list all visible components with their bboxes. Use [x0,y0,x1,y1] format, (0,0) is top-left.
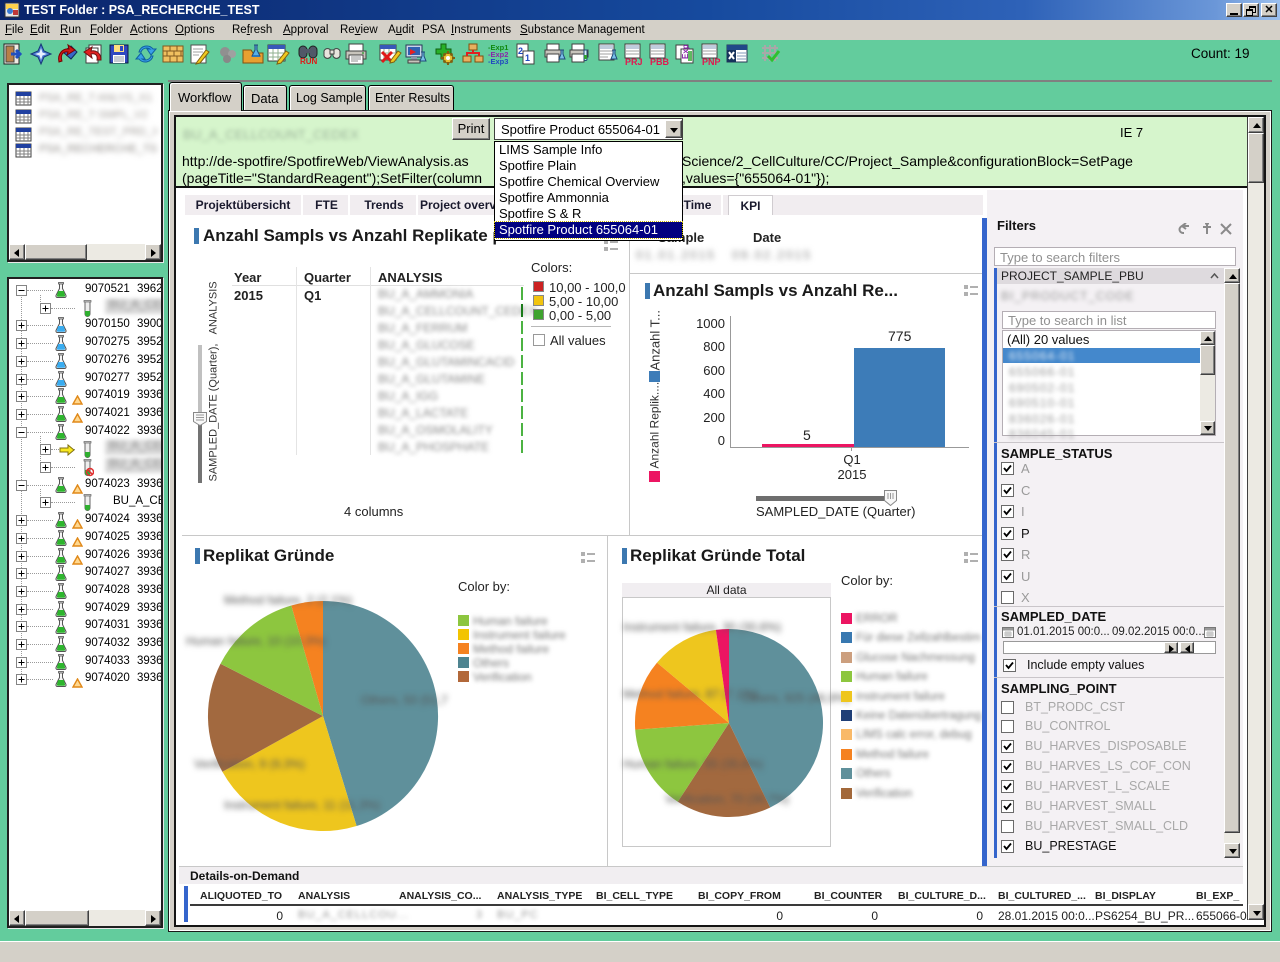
svg-text:2: 2 [518,46,523,56]
svg-text:1: 1 [525,53,530,63]
svg-text:-Exp2: -Exp2 [488,50,508,59]
svg-text:PBB: PBB [650,57,670,66]
svg-text:Exp: Exp [681,44,690,59]
svg-text:RUN: RUN [300,57,318,66]
svg-text:PRJ: PRJ [625,57,643,66]
svg-text:-Exp3: -Exp3 [488,57,508,66]
svg-text:PNP: PNP [702,57,721,66]
svg-text:-Exp1: -Exp1 [488,43,508,52]
